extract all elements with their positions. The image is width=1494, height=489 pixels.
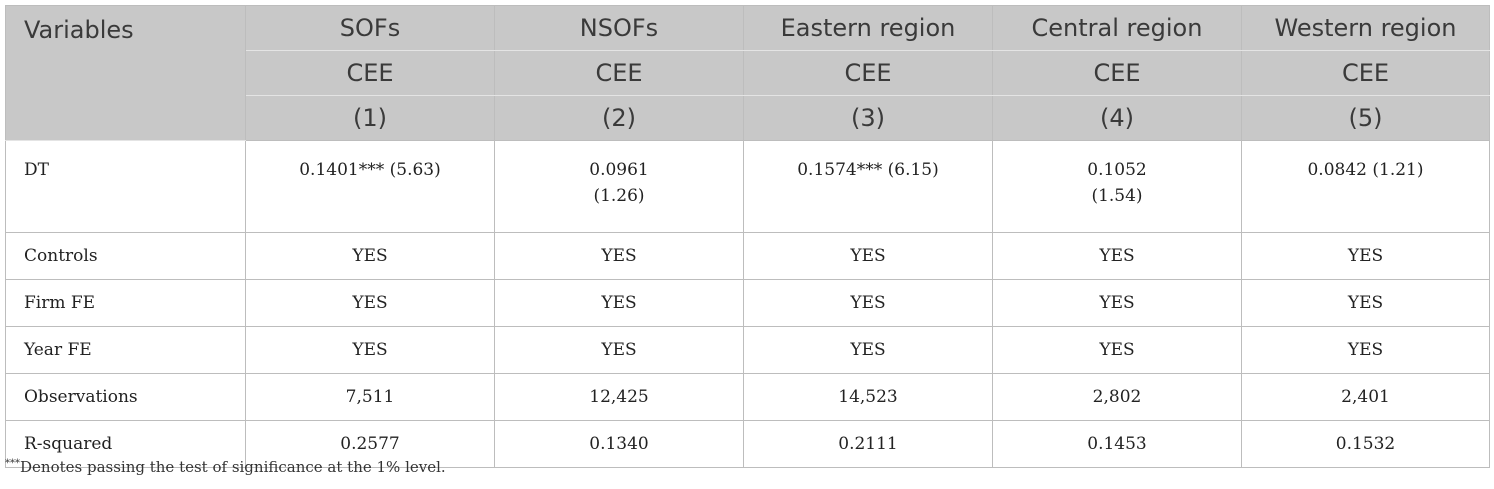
table-cell: 7,511	[245, 373, 495, 421]
header-row-group-names: Variables SOFs NSOFs Eastern region Cent…	[5, 5, 1490, 141]
table-cell: YES	[1241, 326, 1490, 374]
table-row-dt: DT 0.1401*** (5.63) 0.0961 (1.26) 0.1574*…	[5, 140, 1490, 233]
table-cell: YES	[245, 326, 495, 374]
table-cell: 0.1532	[1241, 420, 1490, 468]
row-label: R-squared	[5, 420, 246, 468]
variables-header: Variables	[5, 5, 246, 141]
table-cell: 0.1401*** (5.63)	[245, 140, 495, 233]
table-footnote: ***Denotes passing the test of significa…	[5, 458, 446, 476]
column-header-sofs: SOFs	[245, 5, 495, 51]
column-number-4: (4)	[992, 95, 1242, 141]
table-cell: 2,802	[992, 373, 1242, 421]
table-cell: 0.1574*** (6.15)	[743, 140, 993, 233]
row-label: Controls	[5, 232, 246, 280]
table-cell: YES	[992, 279, 1242, 327]
table-body: DT 0.1401*** (5.63) 0.0961 (1.26) 0.1574*…	[5, 140, 1490, 468]
column-header-western: Western region	[1241, 5, 1490, 51]
coefficient: 0.1574*** (6.15)	[797, 160, 939, 180]
footnote-text: Denotes passing the test of significance…	[20, 458, 446, 476]
table-cell: 0.0842 (1.21)	[1241, 140, 1490, 233]
dependent-var-3: CEE	[743, 50, 993, 96]
table-cell: YES	[992, 326, 1242, 374]
table-cell: YES	[494, 326, 744, 374]
table-cell: YES	[494, 232, 744, 280]
footnote-marker: ***	[5, 458, 20, 469]
table-row-controls: Controls YES YES YES YES YES	[5, 232, 1490, 280]
table-cell: 14,523	[743, 373, 993, 421]
dependent-var-2: CEE	[494, 50, 744, 96]
regression-table-container: Variables SOFs NSOFs Eastern region Cent…	[5, 5, 1490, 468]
t-statistic: (1.26)	[593, 186, 645, 206]
table-row-r-squared: R-squared 0.2577 0.1340 0.2111 0.1453 0.…	[5, 420, 1490, 468]
column-header-nsofs: NSOFs	[494, 5, 744, 51]
column-number-2: (2)	[494, 95, 744, 141]
table-cell: 0.2577	[245, 420, 495, 468]
row-label: Firm FE	[5, 279, 246, 327]
coefficient: 0.0961	[589, 160, 649, 180]
table-row-firm-fe: Firm FE YES YES YES YES YES	[5, 279, 1490, 327]
coefficient: 0.1052	[1087, 160, 1147, 180]
column-number-3: (3)	[743, 95, 993, 141]
table-row-observations: Observations 7,511 12,425 14,523 2,802 2…	[5, 373, 1490, 421]
table-cell: YES	[245, 279, 495, 327]
coefficient: 0.1401*** (5.63)	[299, 160, 441, 180]
table-cell: 12,425	[494, 373, 744, 421]
column-number-5: (5)	[1241, 95, 1490, 141]
coefficient: 0.0842 (1.21)	[1307, 160, 1424, 180]
column-header-central: Central region	[992, 5, 1242, 51]
table-cell: YES	[245, 232, 495, 280]
row-label: Observations	[5, 373, 246, 421]
table-cell: YES	[1241, 232, 1490, 280]
table-cell: YES	[743, 232, 993, 280]
table-cell: 0.1453	[992, 420, 1242, 468]
table-cell: 0.2111	[743, 420, 993, 468]
table-cell: YES	[743, 279, 993, 327]
header-row-dependent: CEE CEE CEE CEE CEE	[6, 50, 1490, 96]
table-cell: YES	[743, 326, 993, 374]
table-cell: YES	[494, 279, 744, 327]
table-cell: YES	[992, 232, 1242, 280]
column-number-1: (1)	[245, 95, 495, 141]
table-cell: 0.1340	[494, 420, 744, 468]
table-cell: 0.0961 (1.26)	[494, 140, 744, 233]
regression-table: Variables SOFs NSOFs Eastern region Cent…	[5, 5, 1490, 468]
row-label: DT	[5, 140, 246, 233]
dependent-var-4: CEE	[992, 50, 1242, 96]
table-header: Variables SOFs NSOFs Eastern region Cent…	[5, 5, 1490, 141]
header-row-numbers: (1) (2) (3) (4) (5)	[6, 95, 1490, 141]
column-header-eastern: Eastern region	[743, 5, 993, 51]
row-label: Year FE	[5, 326, 246, 374]
t-statistic: (1.54)	[1091, 186, 1143, 206]
table-cell: 0.1052 (1.54)	[992, 140, 1242, 233]
table-cell: YES	[1241, 279, 1490, 327]
table-row-year-fe: Year FE YES YES YES YES YES	[5, 326, 1490, 374]
table-cell: 2,401	[1241, 373, 1490, 421]
dependent-var-1: CEE	[245, 50, 495, 96]
dependent-var-5: CEE	[1241, 50, 1490, 96]
